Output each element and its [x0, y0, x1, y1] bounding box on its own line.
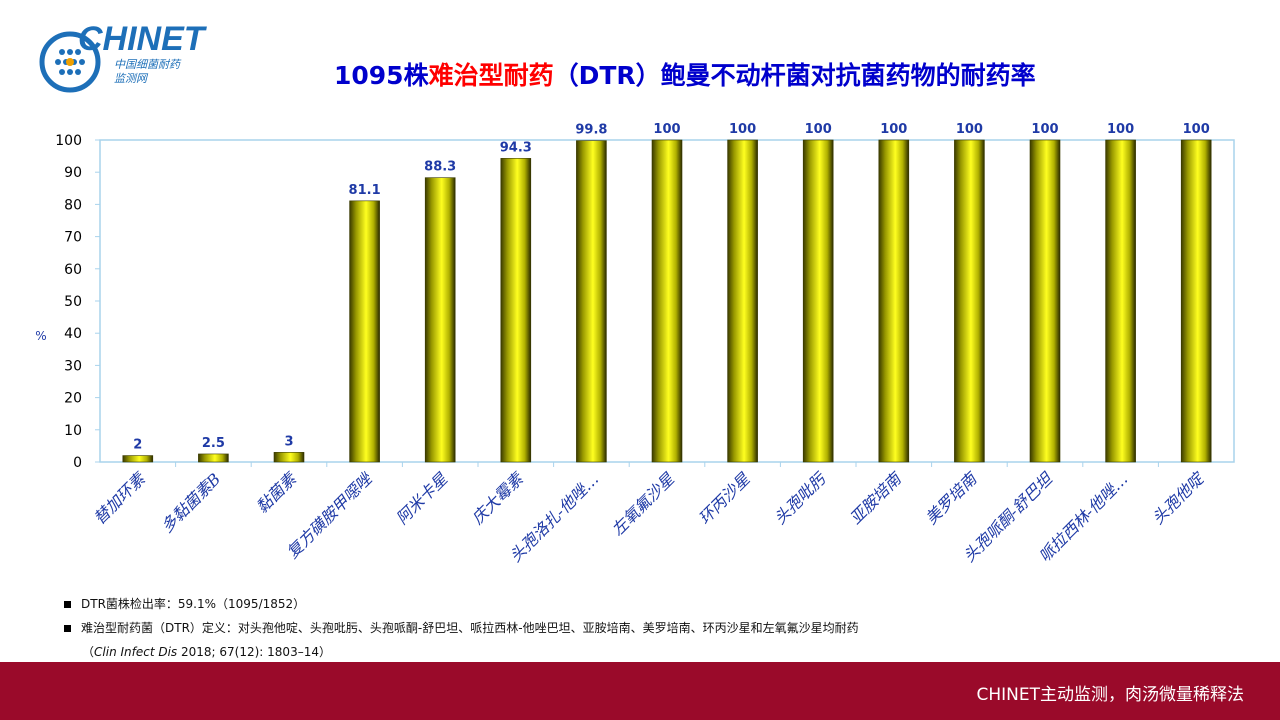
x-category-label: 阿米卡星 — [392, 469, 451, 528]
title-part-3: （DTR）鲍曼不动杆菌对抗菌药物的耐药率 — [553, 61, 1036, 90]
y-tick-label: 90 — [64, 165, 82, 181]
bar-7 — [651, 139, 683, 463]
x-category-label: 庆大霉素 — [468, 468, 528, 528]
footer-bar: CHINET主动监测，肉汤微量稀释法 — [0, 662, 1280, 720]
logo-subtitle-2: 监测网 — [114, 72, 149, 85]
bar-value-label: 99.8 — [575, 123, 607, 138]
bar-10 — [878, 139, 910, 463]
y-axis-label: % — [35, 329, 46, 343]
footer-text: CHINET主动监测，肉汤微量稀释法 — [976, 685, 1244, 705]
bar-14 — [1180, 139, 1212, 463]
x-category-label: 头孢他啶 — [1148, 468, 1208, 528]
bar-0 — [122, 455, 154, 463]
y-tick-label: 60 — [64, 262, 82, 278]
bar-12 — [1029, 139, 1061, 463]
bar-13 — [1105, 139, 1136, 463]
note-line-2: 难治型耐药菌（DTR）定义：对头孢他啶、头孢吡肟、头孢哌酮-舒巴坦、哌拉西林-他… — [81, 621, 859, 635]
bar-4 — [424, 177, 456, 463]
y-tick-label: 50 — [64, 294, 82, 310]
y-tick-label: 20 — [64, 391, 82, 407]
x-category-label: 左氧氟沙星 — [608, 469, 679, 540]
citation-open: （ — [82, 645, 95, 659]
bar-11 — [954, 139, 985, 463]
bar-value-label: 100 — [805, 122, 832, 137]
y-tick-label: 30 — [64, 358, 82, 374]
bar-value-label: 94.3 — [500, 140, 532, 155]
slide-title: 1095株难治型耐药（DTR）鲍曼不动杆菌对抗菌药物的耐药率 — [334, 56, 1036, 92]
y-tick-label: 0 — [73, 455, 82, 471]
bullet-square-icon — [64, 625, 71, 632]
bar-value-label: 3 — [284, 434, 293, 449]
citation-rest: 2018; 67(12): 1803–14） — [177, 645, 331, 659]
bar-value-label: 100 — [956, 122, 983, 137]
x-category-label: 头孢吡肟 — [770, 468, 830, 528]
x-category-label: 环丙沙星 — [695, 469, 754, 528]
note-citation: （Clin Infect Dis 2018; 67(12): 1803–14） — [82, 643, 331, 660]
bar-value-label: 100 — [880, 122, 907, 137]
bar-series — [122, 139, 1212, 463]
logo-brand: CHINET — [78, 22, 208, 58]
bar-value-label: 100 — [1107, 122, 1134, 137]
y-tick-label: 100 — [55, 133, 82, 149]
bullet-square-icon — [64, 601, 71, 608]
y-tick-label: 80 — [64, 197, 82, 213]
bar-value-label: 100 — [653, 122, 680, 137]
title-part-2: 难治型耐药 — [428, 61, 554, 90]
y-tick-label: 40 — [64, 326, 82, 342]
data-labels: 2 2.5 3 81.1 88.3 94.3 99.8 100 100 100 100 100 100 1… — [133, 122, 1209, 453]
title-part-1: 1095株 — [334, 61, 429, 90]
y-axis: 0 10 20 30 40 50 60 70 80 90 100 — [55, 133, 100, 471]
x-category-label: 替加环素 — [90, 468, 150, 528]
bar-value-label: 100 — [729, 122, 756, 137]
bar-value-label: 2.5 — [202, 436, 225, 451]
bar-2 — [273, 452, 305, 463]
x-category-label: 黏菌素 — [252, 468, 301, 517]
citation-journal: Clin Infect Dis — [94, 645, 178, 659]
bar-6 — [576, 140, 607, 463]
bar-value-label: 88.3 — [424, 160, 456, 175]
logo-subtitle: 中国细菌耐药 — [114, 58, 182, 71]
bar-value-label: 2 — [133, 438, 142, 453]
bar-value-label: 100 — [1183, 122, 1210, 137]
bar-3 — [349, 200, 380, 463]
note-dtr-definition: 难治型耐药菌（DTR）定义：对头孢他啶、头孢吡肟、头孢哌酮-舒巴坦、哌拉西林-他… — [64, 619, 859, 636]
y-tick-label: 10 — [64, 423, 82, 439]
bar-value-label: 81.1 — [349, 183, 381, 198]
bar-5 — [500, 158, 532, 463]
note-line-1: DTR菌株检出率：59.1%（1095/1852） — [81, 597, 306, 611]
bar-1 — [198, 453, 229, 463]
bar-value-label: 100 — [1031, 122, 1058, 137]
x-category-label: 亚胺培南 — [846, 467, 907, 528]
bar-9 — [802, 139, 834, 463]
chinet-logo: CHINET 中国细菌耐药 监测网 — [39, 22, 208, 93]
bar-8 — [727, 139, 758, 463]
y-tick-label: 70 — [64, 230, 82, 246]
x-category-label: 美罗培南 — [922, 467, 983, 528]
note-detection-rate: DTR菌株检出率：59.1%（1095/1852） — [64, 595, 305, 612]
x-category-label: 多黏菌素B — [157, 469, 224, 536]
